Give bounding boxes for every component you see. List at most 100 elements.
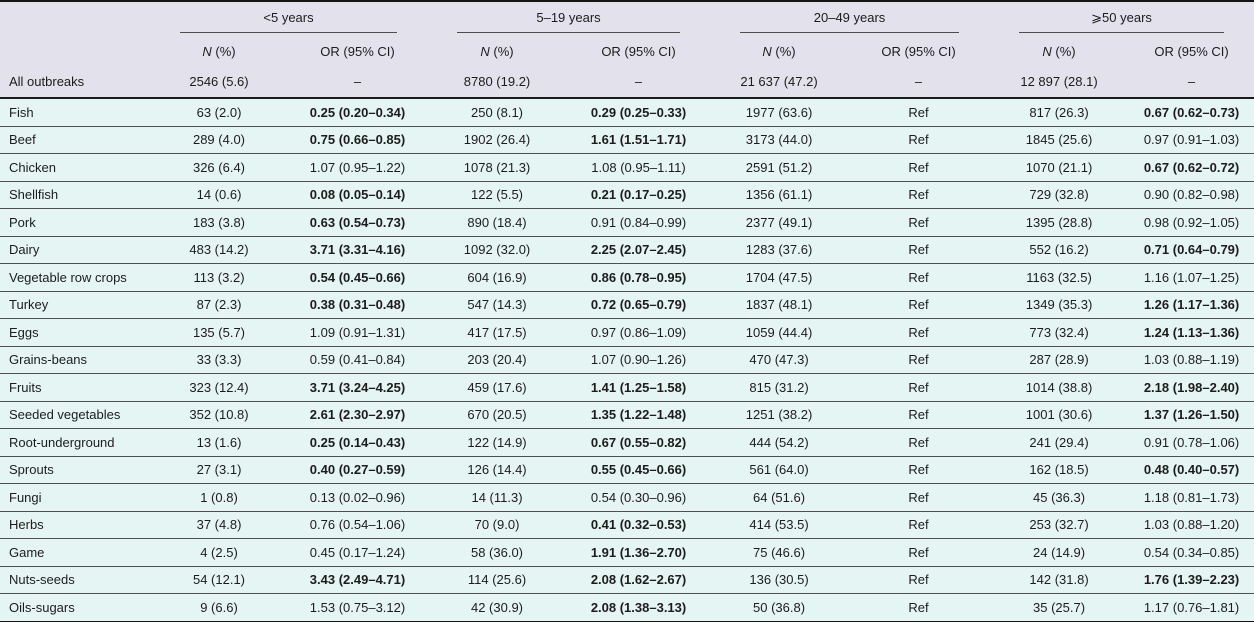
or-cell: 0.45 (0.17–1.24) bbox=[288, 538, 428, 567]
or-cell: 1.26 (1.17–1.36) bbox=[1129, 291, 1254, 319]
table-row: Seeded vegetables 352 (10.8) 2.61 (2.30–2.… bbox=[0, 401, 1254, 429]
n-cell: 35 (25.7) bbox=[1033, 599, 1086, 615]
n-cell: 12 897 (28.1) bbox=[989, 66, 1130, 99]
n-cell: 54 (12.1) bbox=[150, 566, 288, 594]
or-cell: – bbox=[848, 66, 990, 99]
n-cell: 126 (14.4) bbox=[427, 456, 568, 484]
age-group-under5: <5 years bbox=[150, 1, 427, 36]
row-label: Shellfish bbox=[0, 181, 150, 209]
or-cell: 0.21 (0.17–0.25) bbox=[567, 181, 711, 209]
or-cell: 2.61 (2.30–2.97) bbox=[288, 401, 428, 429]
or-cell: 1.09 (0.91–1.31) bbox=[288, 318, 428, 347]
n-cell: 815 (31.2) bbox=[710, 373, 849, 402]
or-cell: 0.76 (0.54–1.06) bbox=[288, 511, 428, 539]
n-cell: 14 (0.6) bbox=[150, 181, 288, 209]
or-cell: Ref bbox=[848, 401, 990, 429]
n-cell: 773 (32.4) bbox=[989, 318, 1130, 347]
n-cell: 58 (36.0) bbox=[427, 538, 568, 567]
or-cell: Ref bbox=[848, 566, 990, 594]
n-cell: 444 (54.2) bbox=[710, 428, 849, 457]
n-cell: 1 (0.8) bbox=[150, 483, 288, 512]
n-cell: 817 (26.3) bbox=[989, 98, 1130, 127]
or-cell: 1.07 (0.90–1.26) bbox=[567, 346, 711, 374]
n-cell: 1704 (47.5) bbox=[710, 263, 849, 292]
n-cell: 113 (3.2) bbox=[150, 263, 288, 292]
or-ci-header: OR (95% CI) bbox=[601, 43, 676, 59]
table-row: Vegetable row crops 113 (3.2) 0.54 (0.45–0… bbox=[0, 263, 1254, 292]
corner-cell bbox=[0, 1, 150, 36]
or-cell: 1.18 (0.81–1.73) bbox=[1129, 483, 1254, 512]
n-percent-header: N (%) bbox=[762, 43, 796, 59]
n-cell: 122 (5.5) bbox=[427, 181, 568, 209]
table-row: Pork 183 (3.8) 0.63 (0.54–0.73) 890 (18.4) 0… bbox=[0, 208, 1254, 237]
row-label: Turkey bbox=[0, 291, 150, 319]
table-row: Grains-beans 33 (3.3) 0.59 (0.41–0.84) 203 … bbox=[0, 346, 1254, 374]
n-cell: 75 (46.6) bbox=[710, 538, 849, 567]
n-cell: 670 (20.5) bbox=[427, 401, 568, 429]
age-group-50plus: ⩾50 years bbox=[989, 1, 1254, 36]
or-ci-header: OR (95% CI) bbox=[881, 43, 956, 59]
or-cell: 0.25 (0.20–0.34) bbox=[288, 98, 428, 127]
or-cell: 0.13 (0.02–0.96) bbox=[288, 483, 428, 512]
n-cell: 13 (1.6) bbox=[150, 428, 288, 457]
or-cell: 0.54 (0.30–0.96) bbox=[567, 483, 711, 512]
or-cell: Ref bbox=[848, 428, 990, 457]
or-cell: Ref bbox=[848, 538, 990, 567]
or-cell: 1.08 (0.95–1.11) bbox=[567, 153, 711, 182]
n-cell: 1902 (26.4) bbox=[427, 126, 568, 154]
n-cell: 253 (32.7) bbox=[989, 511, 1130, 539]
or-cell: 0.67 (0.62–0.72) bbox=[1129, 153, 1254, 182]
or-cell: 2.08 (1.38–3.13) bbox=[590, 599, 687, 615]
or-cell: Ref bbox=[848, 346, 990, 374]
n-cell: 2591 (51.2) bbox=[710, 153, 849, 182]
n-cell: 1845 (25.6) bbox=[989, 126, 1130, 154]
subheader-row: N (%) OR (95% CI) N (%) OR (95% CI) N (%… bbox=[0, 36, 1254, 66]
n-cell: 87 (2.3) bbox=[150, 291, 288, 319]
or-cell: Ref bbox=[848, 208, 990, 237]
n-cell: 1001 (30.6) bbox=[989, 401, 1130, 429]
n-cell: 122 (14.9) bbox=[427, 428, 568, 457]
or-cell: 1.03 (0.88–1.19) bbox=[1129, 346, 1254, 374]
n-cell: 136 (30.5) bbox=[710, 566, 849, 594]
or-cell: 1.91 (1.36–2.70) bbox=[567, 538, 711, 567]
n-cell: 250 (8.1) bbox=[427, 98, 568, 127]
n-cell: 203 (20.4) bbox=[427, 346, 568, 374]
or-cell: Ref bbox=[848, 153, 990, 182]
n-cell: 4 (2.5) bbox=[150, 538, 288, 567]
n-percent-header: N (%) bbox=[202, 43, 236, 59]
or-cell: 0.59 (0.41–0.84) bbox=[288, 346, 428, 374]
n-cell: 1837 (48.1) bbox=[710, 291, 849, 319]
table-header: <5 years 5–19 years 20–49 years ⩾50 year… bbox=[0, 1, 1254, 99]
n-cell: 27 (3.1) bbox=[150, 456, 288, 484]
or-cell: 0.48 (0.40–0.57) bbox=[1129, 456, 1254, 484]
or-cell: 1.61 (1.51–1.71) bbox=[567, 126, 711, 154]
or-cell: 0.67 (0.62–0.73) bbox=[1129, 98, 1254, 127]
or-ci-header: OR (95% CI) bbox=[320, 43, 395, 59]
age-group-header-row: <5 years 5–19 years 20–49 years ⩾50 year… bbox=[0, 1, 1254, 36]
n-cell: 50 (36.8) bbox=[753, 599, 806, 615]
or-cell: 0.75 (0.66–0.85) bbox=[288, 126, 428, 154]
n-cell: 45 (36.3) bbox=[989, 483, 1130, 512]
n-cell: 33 (3.3) bbox=[150, 346, 288, 374]
table-row: Eggs 135 (5.7) 1.09 (0.91–1.31) 417 (17.5) 0… bbox=[0, 318, 1254, 347]
n-cell: 162 (18.5) bbox=[989, 456, 1130, 484]
row-label: Fruits bbox=[0, 373, 150, 402]
or-cell: 0.97 (0.91–1.03) bbox=[1129, 126, 1254, 154]
or-cell: – bbox=[567, 66, 711, 99]
row-label: Dairy bbox=[0, 236, 150, 264]
or-cell: 0.97 (0.86–1.09) bbox=[567, 318, 711, 347]
or-cell: 1.24 (1.13–1.36) bbox=[1129, 318, 1254, 347]
n-cell: 289 (4.0) bbox=[150, 126, 288, 154]
n-cell: 1059 (44.4) bbox=[710, 318, 849, 347]
n-percent-header: N (%) bbox=[1042, 43, 1076, 59]
or-cell: 0.72 (0.65–0.79) bbox=[567, 291, 711, 319]
n-cell: 63 (2.0) bbox=[150, 98, 288, 127]
or-cell: Ref bbox=[908, 599, 929, 615]
n-cell: 561 (64.0) bbox=[710, 456, 849, 484]
n-cell: 183 (3.8) bbox=[150, 208, 288, 237]
table-row: Fruits 323 (12.4) 3.71 (3.24–4.25) 459 (17.… bbox=[0, 373, 1254, 402]
row-label: Beef bbox=[0, 126, 150, 154]
n-cell: 142 (31.8) bbox=[989, 566, 1130, 594]
n-cell: 24 (14.9) bbox=[989, 538, 1130, 567]
n-cell: 1395 (28.8) bbox=[989, 208, 1130, 237]
